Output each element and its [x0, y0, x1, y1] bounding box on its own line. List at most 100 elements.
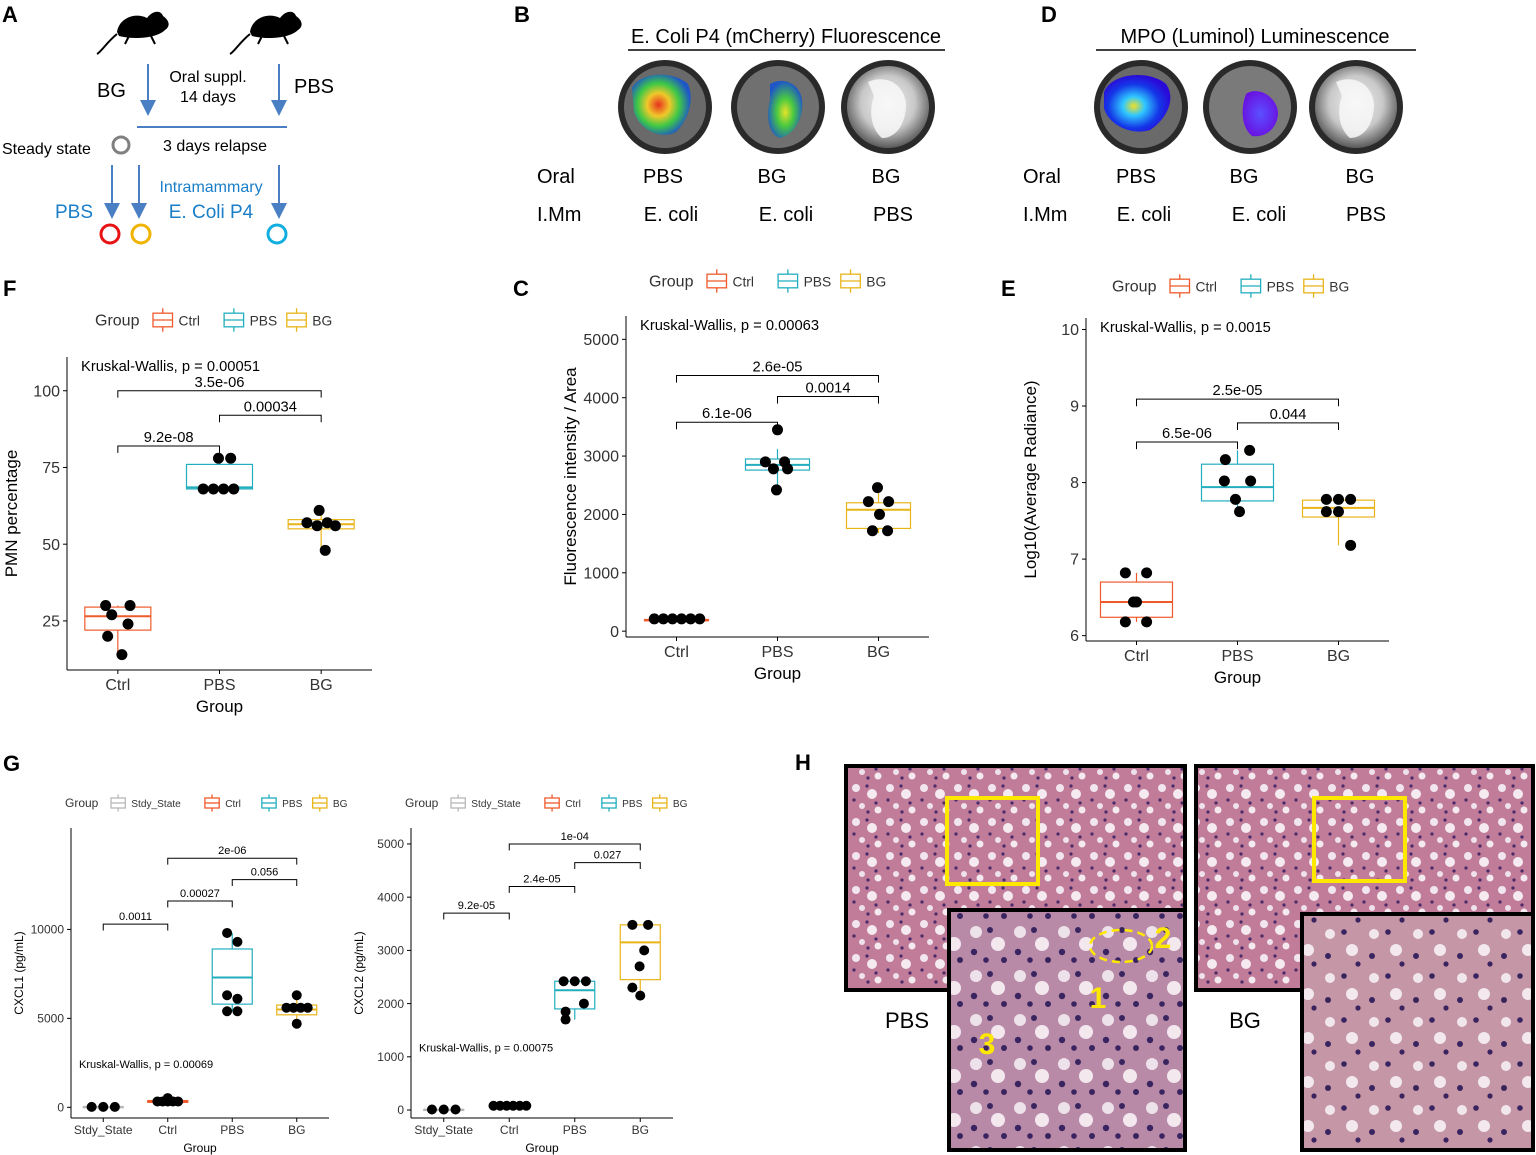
chart-panel-g-cxcl2: Group Stdy_State Ctrl PBS BG 0 1000 2000 3000 400… — [352, 794, 688, 1155]
oral-treatment: BG — [872, 166, 901, 188]
significance-bracket — [777, 396, 879, 404]
x-axis-title: Group — [196, 697, 243, 716]
fluorescence-image — [841, 60, 935, 154]
histology-label-pbs: PBS — [885, 1008, 929, 1033]
y-tick-label: 3000 — [377, 944, 404, 958]
y-tick-label: 25 — [42, 614, 60, 631]
y-tick-label: 8 — [1070, 475, 1079, 492]
data-point — [1320, 506, 1332, 518]
x-tick-label: Ctrl — [1124, 648, 1149, 665]
chart-panel-e: E Group Ctrl PBS BG 6 7 8 9 10 Ctrl PBS BG Group Log10… — [1001, 274, 1389, 687]
legend-title: Group — [649, 274, 694, 291]
legend-label: BG — [866, 274, 886, 289]
row-label-oral: Oral — [1023, 166, 1061, 188]
x-tick-label: BG — [632, 1123, 649, 1137]
data-point — [207, 483, 219, 495]
data-point — [295, 1002, 306, 1013]
data-point — [648, 613, 660, 625]
row-label-imm: I.Mm — [1023, 204, 1067, 226]
data-point — [657, 613, 669, 625]
y-tick-label: 5000 — [37, 1012, 64, 1026]
significance-p-value: 0.00027 — [180, 888, 220, 900]
data-point — [124, 600, 136, 612]
chart-panel-f: F Group Ctrl PBS BG 25 50 75 100 Ctrl PBS BG Group PM… — [2, 276, 372, 716]
data-point — [232, 936, 243, 947]
data-point — [173, 1096, 184, 1107]
data-point — [1345, 539, 1357, 551]
annotation-marker-2: 2 — [1155, 922, 1172, 955]
data-point — [225, 452, 237, 464]
panel-letter-h: H — [795, 750, 811, 775]
box-ctrl — [84, 606, 152, 631]
y-tick-label: 6 — [1070, 628, 1079, 645]
luminescence-image — [1203, 60, 1297, 154]
data-point — [109, 1101, 120, 1112]
data-point — [694, 613, 706, 625]
data-point — [639, 945, 650, 956]
legend-label: BG — [1329, 279, 1349, 294]
y-tick-label: 9 — [1070, 399, 1079, 416]
data-point — [759, 456, 771, 468]
significance-bracket — [117, 390, 322, 398]
x-axis-title: Group — [183, 1141, 217, 1155]
panel-letter: C — [513, 276, 529, 301]
y-tick-label: 10 — [1061, 322, 1079, 339]
data-point — [635, 990, 646, 1001]
significance-p-value: 3.5e-06 — [195, 375, 245, 391]
x-tick-label: Ctrl — [500, 1123, 519, 1137]
data-point — [281, 1002, 292, 1013]
oral-treatment: PBS — [643, 166, 683, 188]
data-point — [627, 919, 638, 930]
y-tick-label: 0 — [57, 1101, 64, 1115]
histology-image-pbs: 2 1 3 — [844, 764, 1187, 1152]
significance-bracket — [676, 421, 778, 430]
kruskal-wallis-label: Kruskal-Wallis, p = 0.0015 — [1100, 320, 1271, 336]
data-point — [1119, 567, 1131, 579]
y-axis-title: Fluorescence intensity / Area — [561, 367, 580, 586]
legend-title: Group — [65, 796, 99, 810]
ctrl-group-circle — [99, 223, 121, 245]
legend-label: Ctrl — [733, 274, 754, 289]
x-axis-title: Group — [1214, 668, 1261, 687]
y-tick-label: 1000 — [377, 1050, 404, 1064]
x-axis-title: Group — [525, 1141, 559, 1155]
imm-treatment: PBS — [1346, 204, 1386, 226]
imm-treatment: PBS — [873, 204, 913, 226]
significance-p-value: 2.4e-05 — [523, 874, 560, 886]
significance-bracket — [1136, 441, 1238, 450]
data-point — [1245, 475, 1257, 487]
x-tick-label: PBS — [203, 677, 235, 694]
legend-label: PBS — [622, 799, 642, 810]
data-point — [882, 525, 894, 537]
data-point — [301, 517, 313, 529]
panel-letter: F — [3, 276, 16, 301]
significance-bracket — [231, 879, 298, 886]
box-ctrl — [1099, 581, 1174, 618]
y-tick-label: 5000 — [377, 837, 404, 851]
data-point — [1234, 506, 1246, 518]
histology-zoom-pbs — [947, 908, 1187, 1152]
data-point — [676, 613, 688, 625]
y-tick-label: 4000 — [583, 390, 619, 407]
significance-p-value: 0.0011 — [119, 911, 152, 923]
y-tick-label: 5000 — [583, 332, 619, 349]
x-tick-label: PBS — [1221, 648, 1253, 665]
data-point — [288, 1002, 299, 1013]
data-point — [1333, 506, 1344, 518]
y-tick-label: 2000 — [583, 507, 619, 524]
significance-p-value: 2e-06 — [218, 845, 246, 857]
data-point — [1219, 454, 1231, 466]
data-point — [862, 496, 874, 508]
significance-p-value: 2.6e-05 — [753, 360, 803, 376]
legend-label: BG — [312, 313, 332, 328]
legend-title: Group — [405, 796, 439, 810]
data-point — [102, 630, 114, 642]
histology-label-bg: BG — [1229, 1008, 1261, 1033]
legend-label: PBS — [1267, 279, 1295, 294]
data-point — [100, 600, 112, 612]
steady-state-circle — [111, 135, 131, 155]
zoom-region-box — [945, 796, 1040, 886]
significance-bracket — [508, 843, 641, 851]
significance-bracket — [676, 375, 879, 383]
y-tick-label: 0 — [610, 624, 619, 641]
